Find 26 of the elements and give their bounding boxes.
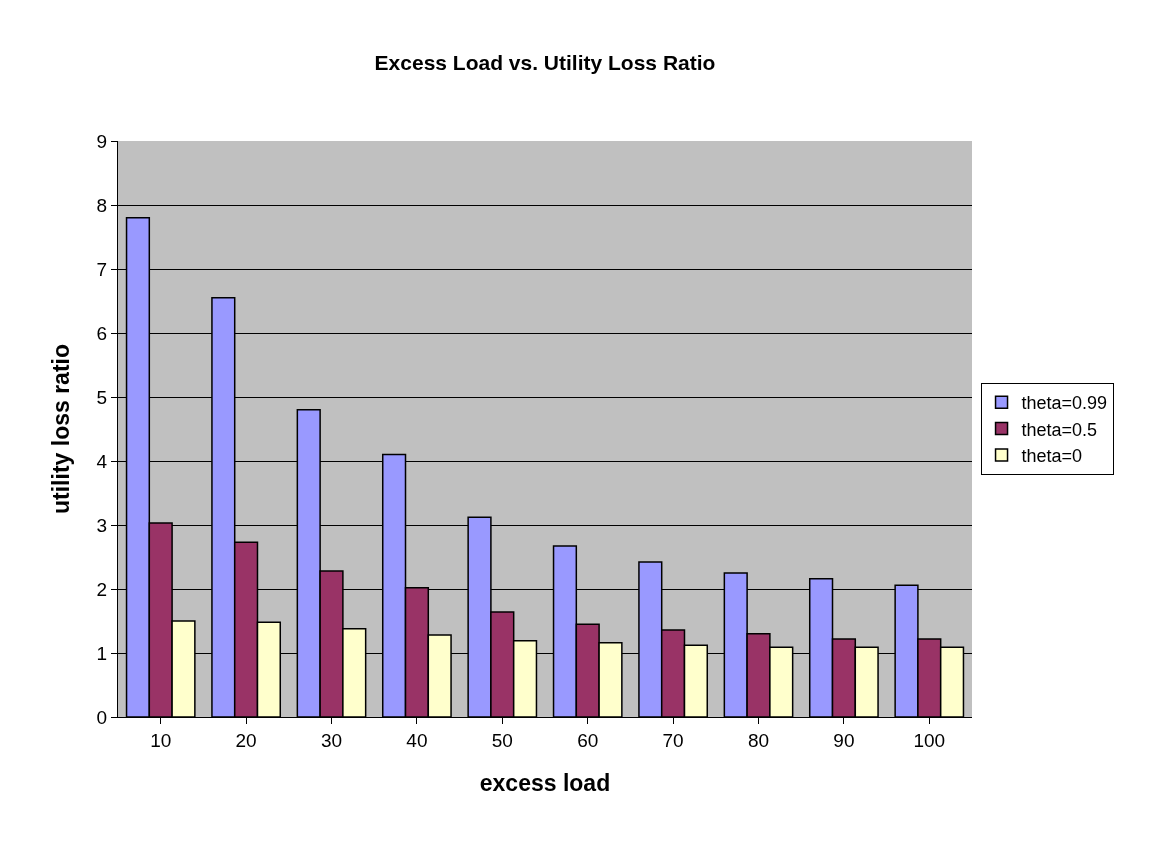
y-tick-label: 1: [96, 642, 108, 664]
x-tick-label: 60: [577, 729, 599, 751]
y-tick-label: 2: [96, 578, 108, 600]
y-tick-label: 4: [96, 450, 108, 472]
x-tick-label: 100: [913, 729, 946, 751]
y-tick-label: 3: [96, 514, 108, 536]
y-tick-label: 0: [96, 706, 108, 728]
y-tick-label: 8: [96, 194, 108, 216]
y-tick-label: 9: [96, 130, 108, 152]
y-tick-label: 7: [96, 258, 108, 280]
x-tick-label: 70: [662, 729, 684, 751]
x-tick-label: 20: [235, 729, 257, 751]
y-tick-label: 6: [96, 322, 108, 344]
x-tick-label: 80: [747, 729, 770, 751]
x-axis-title: excess load: [479, 770, 611, 797]
x-tick-label: 30: [320, 729, 343, 751]
x-tick-label: 50: [491, 729, 513, 751]
y-tick-label: 5: [96, 386, 108, 408]
x-tick-label: 40: [406, 729, 428, 751]
legend-label: theta=0: [1021, 446, 1083, 467]
legend-label: theta=0.99: [1021, 393, 1108, 414]
legend-label: theta=0.5: [1021, 419, 1098, 440]
x-tick-label: 90: [833, 729, 855, 751]
chart-title: Excess Load vs. Utility Loss Ratio: [374, 50, 716, 74]
x-tick-label: 10: [150, 729, 172, 751]
y-axis-title: utility loss ratio: [48, 344, 75, 514]
